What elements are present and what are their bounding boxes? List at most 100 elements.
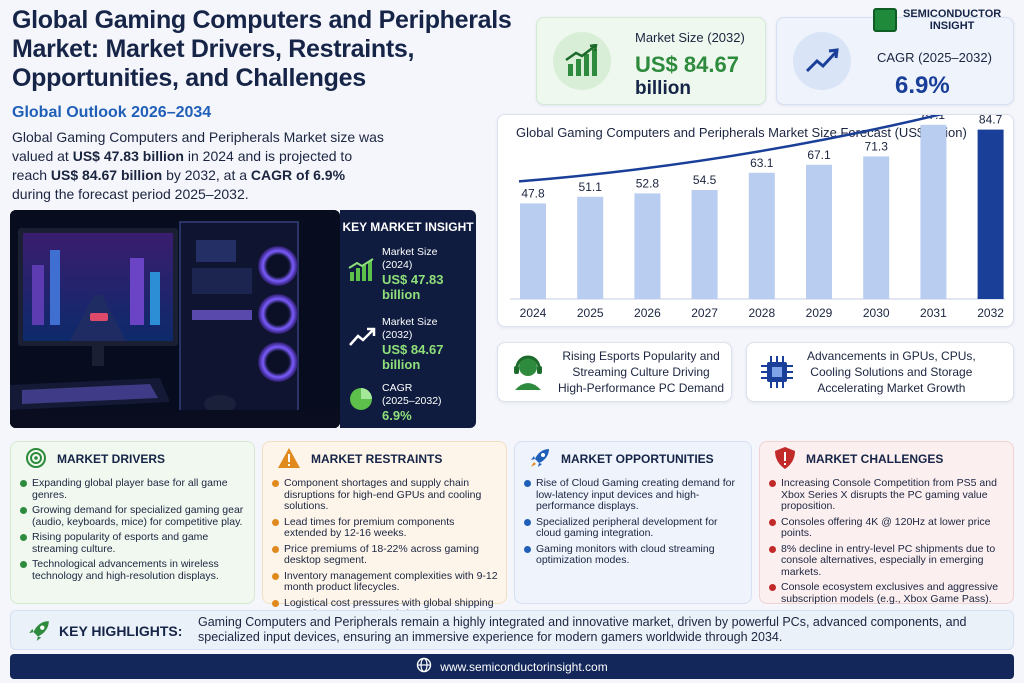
key-insight-value: billion <box>382 287 421 302</box>
chart-value-label: 84.7 <box>979 115 1003 127</box>
key-insight-item: Market Size (2032) US$ 84.67 billion <box>348 316 476 372</box>
chart-value-label: 87.1 <box>922 115 946 122</box>
key-insight-label: (2024) <box>382 259 413 271</box>
logo-line-1: SEMICONDUCTOR <box>903 8 1002 20</box>
market-opportunities-panel: MARKET OPPORTUNITIES Rise of Cloud Gamin… <box>514 441 752 604</box>
kpi-market-size-unit: billion <box>635 78 691 99</box>
trend-card-hardware: Advancements in GPUs, CPUs, Cooling Solu… <box>746 342 1014 402</box>
list-item: Inventory management complexities with 9… <box>271 570 500 594</box>
chart-tick-label: 2027 <box>691 306 718 320</box>
list-item: Technological advancements in wireless t… <box>19 558 248 582</box>
chart-tick-label: 2024 <box>520 306 547 320</box>
highlights-text: Gaming Computers and Peripherals remain … <box>198 615 967 644</box>
chart-bar <box>520 203 546 299</box>
list-item: Expanding global player base for all gam… <box>19 477 248 501</box>
chart-bar <box>691 190 718 299</box>
trend-arrow-icon <box>348 316 376 372</box>
trend-text: High-Performance PC Demand <box>558 381 725 395</box>
chart-tick-label: 2029 <box>806 306 833 320</box>
panel-title: MARKET RESTRAINTS <box>311 452 443 466</box>
shield-alert-icon <box>774 446 796 473</box>
market-challenges-panel: MARKET CHALLENGES Increasing Console Com… <box>759 441 1014 604</box>
trend-text: Streaming Culture Driving <box>572 365 710 379</box>
key-insight-title: KEY MARKET INSIGHT <box>342 220 474 234</box>
chart-bar <box>920 124 947 299</box>
trend-arrow-icon <box>793 32 851 90</box>
trend-text: Rising Esports Popularity and <box>562 349 720 363</box>
key-insight-item: Market Size (2024) US$ 47.83 billion <box>348 246 476 302</box>
pie-icon <box>348 382 376 423</box>
rocket-icon <box>529 447 551 472</box>
intro-value-2024: US$ 47.83 billion <box>72 148 184 164</box>
intro-paragraph: Global Gaming Computers and Peripherals … <box>12 128 387 204</box>
key-insight-value: billion <box>382 357 421 372</box>
forecast-bar-chart: 47.8 2024 51.1 2025 52.8 2026 54.5 2027 63.1 2028… <box>510 115 1005 320</box>
page-title: Global Gaming Computers and Peripherals … <box>12 6 512 92</box>
target-icon <box>25 447 47 472</box>
kpi-market-size-card: Market Size (2032) US$ 84.67 billion <box>536 17 766 105</box>
key-insight-label: Market Size <box>382 316 438 328</box>
list-item: Specialized peripheral development for c… <box>523 516 745 540</box>
logo-line-2: INSIGHT <box>929 20 975 32</box>
key-insight-label: Market Size <box>382 246 438 258</box>
intro-cagr: CAGR of 6.9% <box>250 167 346 183</box>
page-subtitle: Global Outlook 2026–2034 <box>12 104 212 121</box>
kpi-cagr-value: 6.9% <box>895 72 950 99</box>
panel-title: MARKET CHALLENGES <box>806 452 944 466</box>
list-item: Rising popularity of esports and game st… <box>19 531 248 555</box>
intro-text: during the forecast period 2025–2032. <box>12 186 249 202</box>
list-item: Gaming monitors with cloud streaming opt… <box>523 543 745 567</box>
globe-icon <box>416 657 432 676</box>
list-item: Rise of Cloud Gaming creating demand for… <box>523 477 745 513</box>
chart-bar <box>977 129 1004 299</box>
chart-value-label: 52.8 <box>636 176 660 190</box>
trend-text: Advancements in GPUs, CPUs, <box>807 349 976 363</box>
list-item: Lead times for premium components extend… <box>271 516 500 540</box>
panel-title: MARKET DRIVERS <box>57 452 166 466</box>
restraints-list: Component shortages and supply chain dis… <box>271 477 500 625</box>
trend-card-esports: Rising Esports Popularity and Streaming … <box>497 342 732 402</box>
intro-text: Global Gaming Computers and Peripherals … <box>12 129 384 164</box>
market-drivers-panel: MARKET DRIVERS Expanding global player b… <box>10 441 255 604</box>
challenges-list: Increasing Console Competition from PS5 … <box>768 477 1007 609</box>
gaming-pc-photo <box>10 210 340 428</box>
intro-value-2032: US$ 84.67 billion <box>50 167 163 183</box>
chart-value-label: 71.3 <box>865 139 889 153</box>
key-insight-label: CAGR <box>382 382 413 394</box>
key-market-insight-panel: KEY MARKET INSIGHT Market Size (2024) US… <box>340 210 476 428</box>
trend-text: Accelerating Market Growth <box>817 381 966 395</box>
key-insight-label: (2032) <box>382 329 413 341</box>
opportunities-list: Rise of Cloud Gaming creating demand for… <box>523 477 745 571</box>
chart-value-label: 63.1 <box>750 156 774 170</box>
warning-icon <box>277 447 301 472</box>
drivers-list: Expanding global player base for all gam… <box>19 477 248 586</box>
chart-tick-label: 2025 <box>577 306 604 320</box>
brand-logo: SEMICONDUCTOR INSIGHT <box>873 8 1001 32</box>
chart-tick-label: 2031 <box>920 306 947 320</box>
chart-tick-label: 2028 <box>748 306 775 320</box>
chart-tick-label: 2026 <box>634 306 661 320</box>
forecast-chart-card: Global Gaming Computers and Peripherals … <box>497 114 1014 327</box>
key-insight-value: US$ 84.67 <box>382 342 444 357</box>
chart-bar <box>634 193 661 299</box>
kpi-market-size-label: Market Size (2032) <box>635 30 745 45</box>
intro-text: in 2024 and is projected to reach <box>12 148 353 183</box>
chart-trend-arrow <box>518 115 944 183</box>
chart-value-label: 51.1 <box>579 180 603 194</box>
footer-bar: www.semiconductorinsight.com <box>10 654 1014 679</box>
key-highlights-bar: KEY HIGHLIGHTS: Gaming Computers and Per… <box>10 610 1014 650</box>
chart-title: Global Gaming Computers and Peripherals … <box>516 125 967 140</box>
bar-growth-icon <box>348 246 376 302</box>
key-insight-value: US$ 47.83 <box>382 272 444 287</box>
key-insight-label: (2025–2032) <box>382 395 442 407</box>
chart-value-label: 54.5 <box>693 173 717 187</box>
footer-url-link[interactable]: www.semiconductorinsight.com <box>440 659 608 674</box>
market-restraints-panel: MARKET RESTRAINTS Component shortages an… <box>262 441 507 620</box>
chart-bar <box>806 164 832 299</box>
chip-logo-icon <box>873 8 897 32</box>
list-item: 8% decline in entry-level PC shipments d… <box>768 543 1007 579</box>
bar-growth-icon <box>553 32 611 90</box>
panel-title: MARKET OPPORTUNITIES <box>561 452 714 466</box>
list-item: Component shortages and supply chain dis… <box>271 477 500 513</box>
key-insight-value: 6.9% <box>382 408 412 423</box>
